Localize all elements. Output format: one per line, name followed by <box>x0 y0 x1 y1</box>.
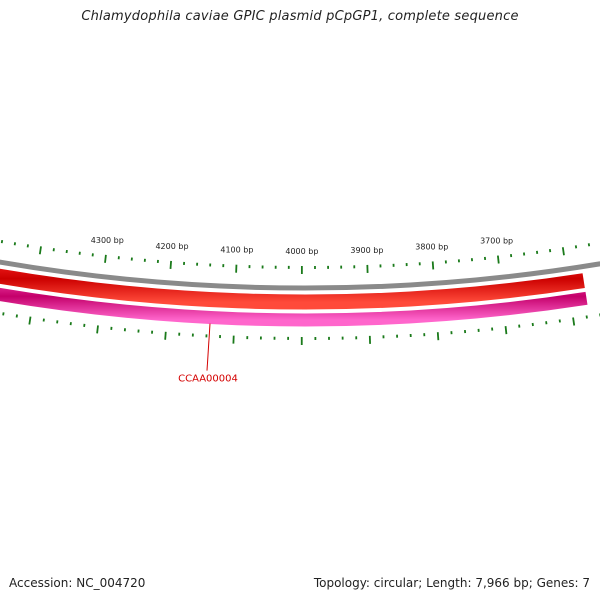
inner-ticks <box>2 312 600 345</box>
outer-ticks <box>0 239 591 274</box>
tick-label: 4200 bp <box>155 242 188 251</box>
tick-label: 3900 bp <box>350 246 383 255</box>
outer-major-tick <box>561 247 565 256</box>
outer-major-tick <box>169 260 172 270</box>
map-title: Chlamydophila caviae GPIC plasmid pCpGP1… <box>81 9 519 24</box>
inner-major-tick <box>96 325 99 334</box>
reverse-strand-track <box>0 287 588 327</box>
outer-major-tick <box>38 246 42 255</box>
tick-label: 4000 bp <box>285 247 318 256</box>
outer-major-tick <box>496 255 500 264</box>
inner-major-tick <box>572 317 576 326</box>
inner-major-tick <box>164 331 167 340</box>
inner-major-tick <box>436 332 440 341</box>
gene-label-ccaa00004: CCAA00004 <box>178 374 238 385</box>
accession-label: Accession: NC_004720 <box>9 576 146 590</box>
tick-label: 3800 bp <box>415 243 448 252</box>
outer-minor-tick <box>0 239 4 244</box>
tick-label: 4100 bp <box>220 246 253 255</box>
outer-major-tick <box>104 254 107 263</box>
inner-major-tick <box>28 316 32 325</box>
tick-label: 3700 bp <box>480 237 513 246</box>
tick-labels: 4300 bp 4200 bp 4100 bp 4000 bp 3900 bp 3800 … <box>91 236 513 256</box>
gene-label-leader <box>206 323 211 371</box>
inner-major-tick <box>504 326 508 335</box>
outer-major-tick <box>431 261 435 270</box>
forward-strand-track <box>0 268 585 310</box>
tick-label: 4300 bp <box>91 236 124 245</box>
topology-summary: Topology: circular; Length: 7,966 bp; Ge… <box>313 576 590 590</box>
